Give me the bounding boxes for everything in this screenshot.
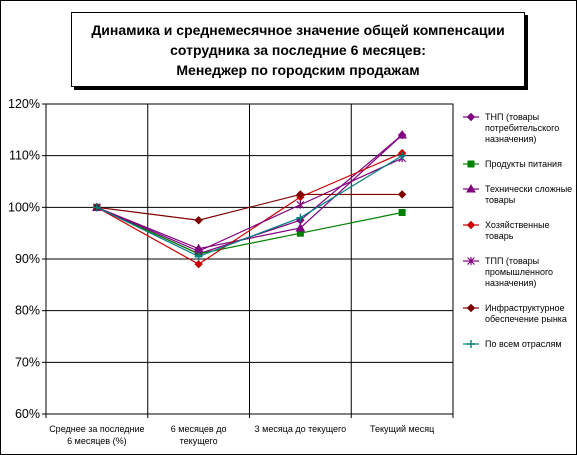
legend-label: потребительского — [485, 123, 559, 133]
legend-label: обеспечение рынка — [485, 314, 567, 324]
x-tick-label: Среднее за последние — [49, 424, 144, 434]
data-point — [296, 190, 305, 199]
y-tick-label: 120% — [8, 97, 40, 111]
legend-label: товарь — [485, 231, 514, 241]
plot-area — [45, 103, 454, 415]
y-tick-label: 90% — [15, 252, 40, 266]
series-line — [96, 206, 403, 255]
legend-key-marker — [467, 160, 475, 168]
legend-label: Инфраструктурное — [485, 303, 565, 313]
x-tick-label: 6 месяцев (%) — [67, 436, 126, 446]
chart-title: Динамика и среднемесячное значение общей… — [71, 12, 525, 87]
series-7 — [92, 151, 407, 261]
y-tick-label: 60% — [15, 407, 40, 421]
y-tick-label: 110% — [9, 149, 40, 163]
x-tick-label: Текущий месяц — [370, 424, 434, 434]
data-point — [397, 190, 407, 199]
x-tick-label: текущего — [180, 436, 218, 446]
series-line — [96, 193, 403, 221]
chart-title-line-2: сотрудника за последние 6 месяцев: — [170, 41, 426, 58]
series-6 — [92, 190, 407, 225]
legend-label: Технически сложные — [485, 184, 572, 194]
y-axis: 60% 70% 80% 90% 100% 110% 120% — [8, 97, 46, 421]
chart-title-line-1: Динамика и среднемесячное значение общей… — [91, 21, 505, 38]
data-point — [194, 252, 203, 261]
legend-label: ТПП (товары — [485, 256, 539, 266]
series-line — [96, 157, 403, 252]
x-tick-label: 6 месяцев до — [171, 424, 227, 434]
legend-key-marker — [466, 183, 476, 193]
series-line — [96, 155, 403, 258]
legend-label: Хозяйственные — [485, 220, 550, 230]
y-tick-label: 80% — [15, 304, 40, 318]
data-point — [398, 151, 407, 160]
data-point — [194, 216, 203, 225]
data-point — [296, 200, 305, 209]
legend-label: назначения) — [485, 134, 536, 144]
legend-label: Продукты питания — [485, 159, 562, 169]
data-point — [296, 213, 305, 222]
x-axis: Среднее за последние 6 месяцев (%) 6 месяц… — [45, 414, 454, 446]
legend: ТНП (товарыпотребительскогоназначения)Пр… — [463, 112, 572, 349]
legend-label: промышленного — [485, 267, 553, 277]
legend-key-marker — [467, 257, 475, 265]
legend-item-2: Продукты питания — [463, 159, 562, 169]
series-group — [92, 129, 407, 269]
legend-key-marker — [467, 340, 475, 348]
legend-label: назначения) — [485, 278, 536, 288]
legend-key-marker — [466, 220, 476, 230]
data-point — [397, 129, 407, 139]
legend-label: товары — [485, 195, 515, 205]
legend-label: ТНП (товары — [485, 112, 539, 122]
data-point — [398, 209, 406, 216]
legend-key-marker — [466, 303, 476, 313]
legend-item-7: По всем отраслям — [463, 339, 562, 349]
series-line — [96, 152, 403, 265]
data-point — [295, 222, 306, 232]
x-tick-label: 3 месяца до текущего — [255, 424, 346, 434]
data-point — [194, 259, 203, 269]
chart-title-line-3: Менеджер по городским продажам — [176, 61, 420, 78]
y-tick-label: 100% — [8, 200, 40, 214]
data-point — [92, 203, 101, 212]
legend-key-marker — [466, 112, 476, 122]
y-tick-label: 70% — [15, 355, 40, 369]
legend-label: По всем отраслям — [485, 339, 562, 349]
